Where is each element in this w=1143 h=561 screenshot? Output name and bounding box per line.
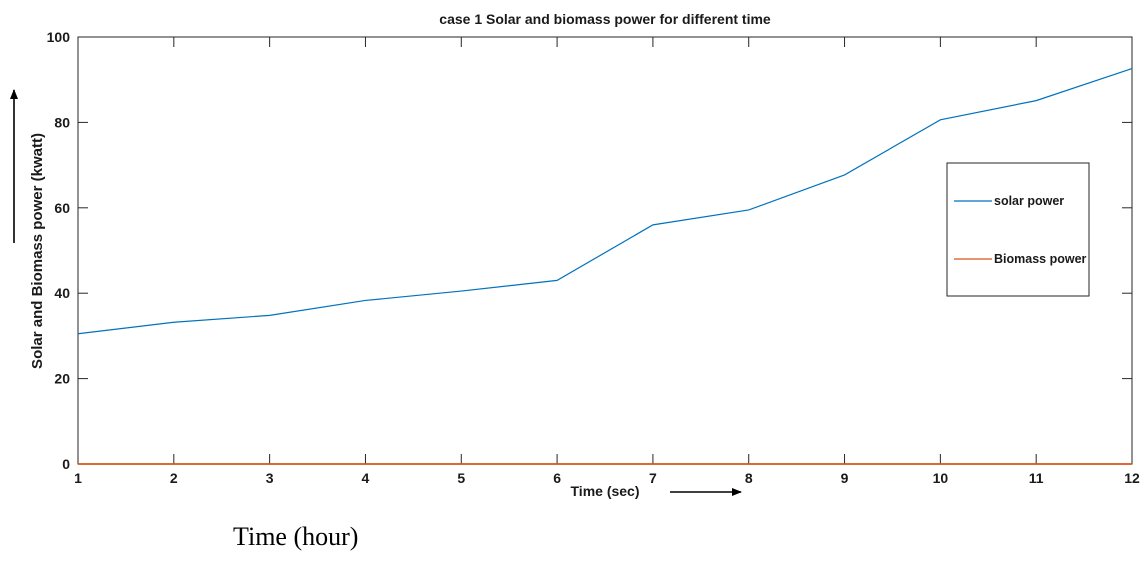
x-tick-label: 2 [170, 470, 178, 486]
y-axis: 0 20 40 60 80 100 [47, 29, 1132, 472]
y-tick-label: 40 [54, 285, 70, 301]
legend: solar power Biomass power [946, 162, 1090, 297]
x-tick-label: 8 [745, 470, 753, 486]
x-tick-label: 11 [1029, 470, 1044, 486]
time-hour-label: Time (hour) [233, 522, 359, 551]
chart-title: case 1 Solar and biomass power for diffe… [439, 11, 771, 27]
y-tick-label: 0 [62, 456, 70, 472]
x-tick-label: 10 [933, 470, 949, 486]
y-tick-label: 80 [54, 114, 70, 130]
x-axis-label: Time (sec) [571, 483, 640, 499]
y-tick-label: 60 [54, 200, 70, 216]
x-tick-label: 1 [74, 470, 82, 486]
y-tick-label: 100 [47, 29, 71, 45]
x-tick-label: 6 [553, 470, 561, 486]
x-tick-label: 7 [649, 470, 657, 486]
legend-label-biomass: Biomass power [994, 252, 1087, 266]
x-tick-label: 12 [1124, 470, 1140, 486]
legend-label-solar: solar power [994, 194, 1064, 208]
x-tick-label: 5 [457, 470, 465, 486]
x-axis: 1 2 3 4 5 6 7 8 9 10 11 12 [74, 37, 1140, 486]
x-tick-label: 3 [266, 470, 274, 486]
series-layer [77, 68, 1133, 465]
series-line-solar [77, 68, 1133, 335]
y-tick-label: 20 [54, 371, 70, 387]
y-axis-label: Solar and Biomass power (kwatt) [29, 133, 46, 369]
x-tick-label: 4 [362, 470, 370, 486]
x-tick-label: 9 [841, 470, 849, 486]
legend-box [946, 162, 1090, 297]
